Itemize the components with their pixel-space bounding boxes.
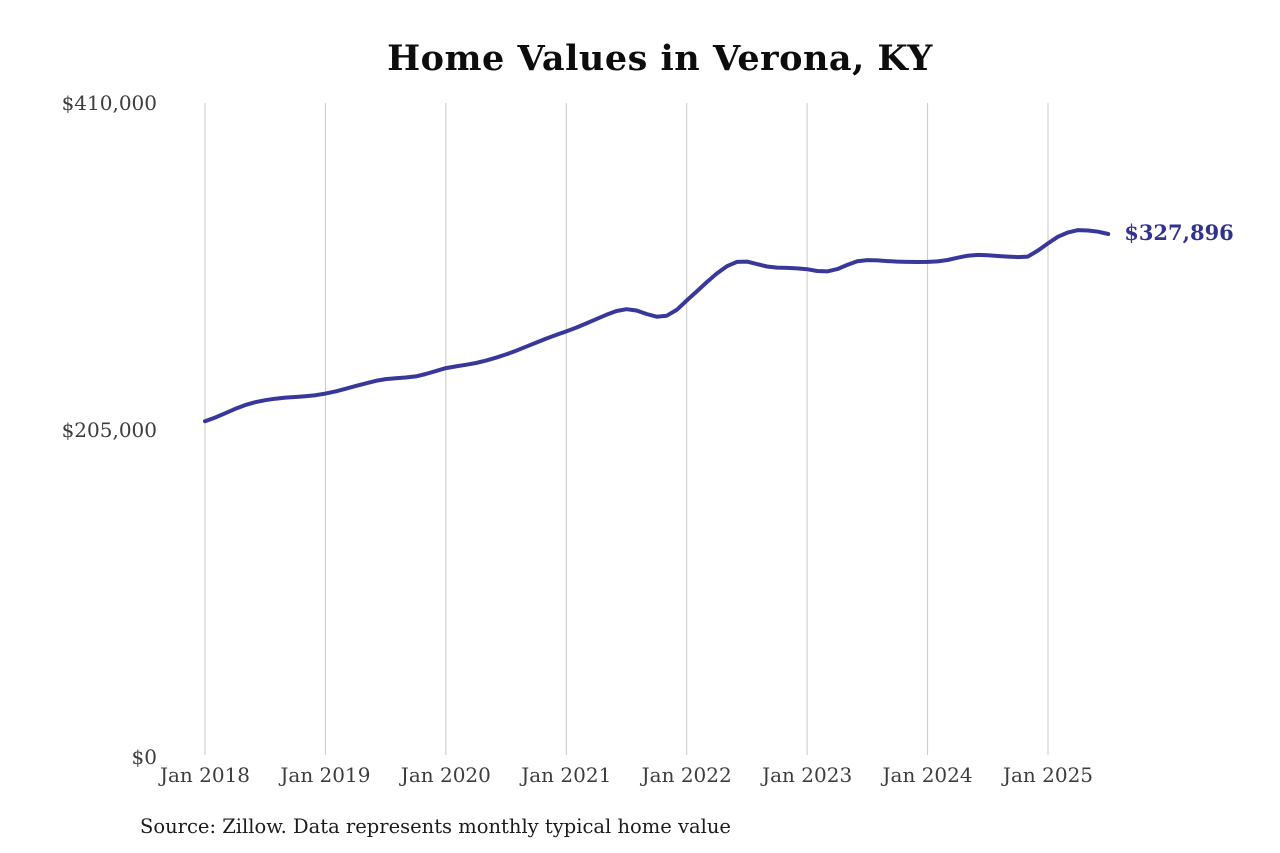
x-tick-label: Jan 2021 — [521, 763, 612, 787]
x-tick-label: Jan 2020 — [400, 763, 491, 787]
source-note: Source: Zillow. Data represents monthly … — [140, 815, 731, 838]
x-tick-label: Jan 2019 — [280, 763, 371, 787]
x-tick-label: Jan 2025 — [1002, 763, 1094, 787]
x-tick-label: Jan 2022 — [641, 763, 732, 787]
final-value-label: $327,896 — [1124, 219, 1234, 245]
y-tick-label: $205,000 — [61, 418, 157, 442]
chart-title: Home Values in Verona, KY — [387, 38, 933, 79]
y-tick-label: $0 — [131, 745, 157, 769]
x-tick-label: Jan 2023 — [762, 763, 853, 787]
x-tick-label: Jan 2018 — [159, 763, 251, 787]
y-tick-label: $410,000 — [61, 91, 157, 115]
home-value-line — [203, 228, 1111, 424]
x-tick-label: Jan 2024 — [882, 763, 973, 787]
gridlines — [204, 103, 1049, 755]
